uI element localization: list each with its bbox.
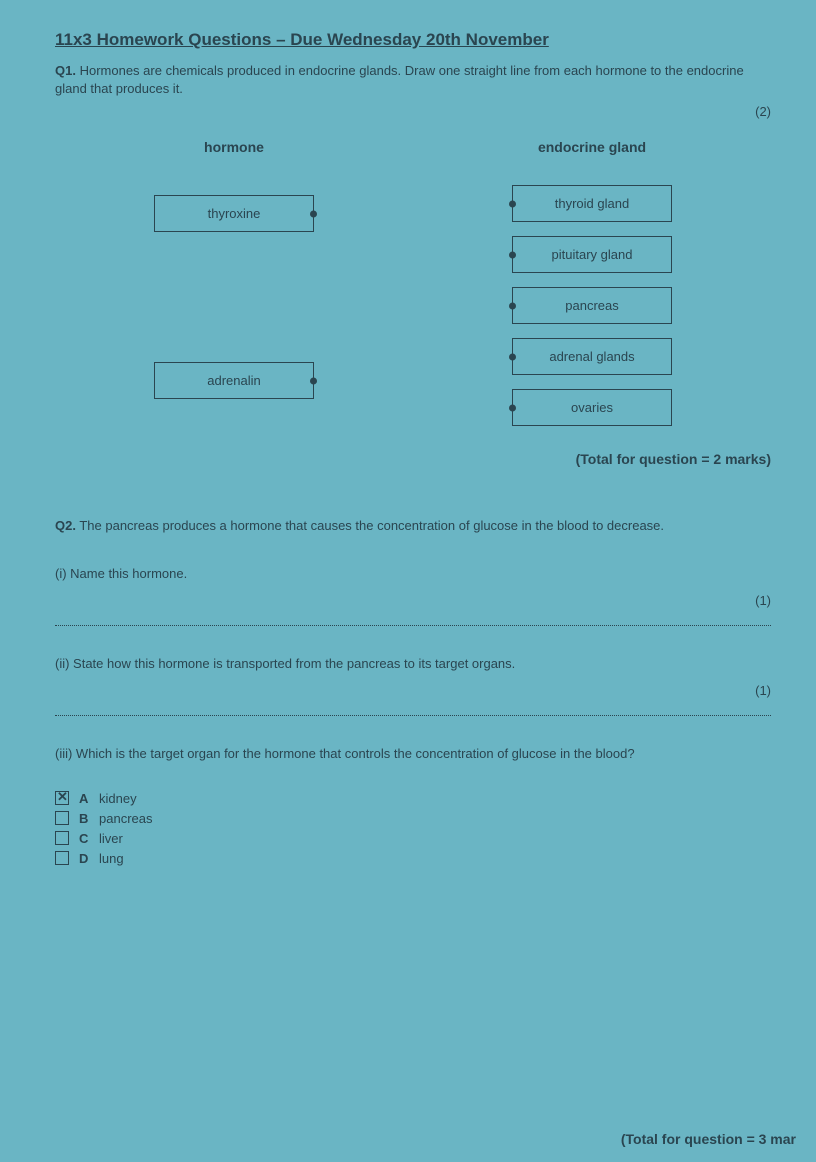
mc-option-d[interactable]: D lung	[55, 851, 771, 866]
connector-dot	[509, 251, 516, 258]
q2-prompt: Q2. The pancreas produces a hormone that…	[55, 517, 771, 535]
gland-box-thyroid[interactable]: thyroid gland	[512, 185, 672, 222]
gland-label: adrenal glands	[549, 349, 634, 364]
q2-ii-mark: (1)	[55, 683, 771, 698]
mc-options: A kidney B pancreas C liver D lung	[55, 791, 771, 866]
q1-total: (Total for question = 2 marks)	[55, 451, 771, 467]
worksheet-title: 11x3 Homework Questions – Due Wednesday …	[55, 30, 771, 50]
gland-column: endocrine gland thyroid gland pituitary …	[413, 139, 771, 426]
hormone-box-thyroxine[interactable]: thyroxine	[154, 195, 314, 232]
q2-part-ii: (ii) State how this hormone is transport…	[55, 656, 771, 671]
gland-box-pancreas[interactable]: pancreas	[512, 287, 672, 324]
q2-total: (Total for question = 3 mar	[621, 1131, 796, 1147]
gland-label: thyroid gland	[555, 196, 629, 211]
q2-i-mark: (1)	[55, 593, 771, 608]
q1-prompt: Q1. Hormones are chemicals produced in e…	[55, 62, 771, 98]
mc-letter: C	[79, 831, 99, 846]
checkbox-icon[interactable]	[55, 811, 69, 825]
hormone-header: hormone	[204, 139, 264, 155]
gland-box-pituitary[interactable]: pituitary gland	[512, 236, 672, 273]
q1-marks: (2)	[55, 104, 771, 119]
gland-box-adrenal[interactable]: adrenal glands	[512, 338, 672, 375]
mc-option-b[interactable]: B pancreas	[55, 811, 771, 826]
q1-label: Q1.	[55, 63, 76, 78]
mc-text: kidney	[99, 791, 137, 806]
connector-dot	[509, 302, 516, 309]
hormone-box-adrenalin[interactable]: adrenalin	[154, 362, 314, 399]
gland-label: pituitary gland	[552, 247, 633, 262]
matching-diagram: hormone thyroxine adrenalin endocrine gl…	[55, 139, 771, 426]
mc-letter: B	[79, 811, 99, 826]
q2-part-iii: (iii) Which is the target organ for the …	[55, 746, 771, 761]
q2-text: The pancreas produces a hormone that cau…	[79, 518, 664, 533]
q2-block: Q2. The pancreas produces a hormone that…	[55, 517, 771, 865]
connector-dot	[509, 200, 516, 207]
mc-option-c[interactable]: C liver	[55, 831, 771, 846]
checkbox-icon[interactable]	[55, 851, 69, 865]
q2-part-i: (i) Name this hormone.	[55, 566, 771, 581]
answer-line[interactable]	[55, 608, 771, 626]
q2-label: Q2.	[55, 518, 76, 533]
hormone-column: hormone thyroxine adrenalin	[55, 139, 413, 426]
connector-dot	[310, 377, 317, 384]
mc-letter: A	[79, 791, 99, 806]
gland-box-ovaries[interactable]: ovaries	[512, 389, 672, 426]
gland-header: endocrine gland	[538, 139, 646, 155]
mc-letter: D	[79, 851, 99, 866]
connector-dot	[509, 404, 516, 411]
checkbox-icon[interactable]	[55, 831, 69, 845]
mc-text: pancreas	[99, 811, 152, 826]
q1-text: Hormones are chemicals produced in endoc…	[55, 63, 744, 96]
gland-label: ovaries	[571, 400, 613, 415]
answer-line[interactable]	[55, 698, 771, 716]
hormone-label: thyroxine	[208, 206, 261, 221]
hormone-label: adrenalin	[207, 373, 261, 388]
checkbox-icon[interactable]	[55, 791, 69, 805]
mc-option-a[interactable]: A kidney	[55, 791, 771, 806]
connector-dot	[310, 210, 317, 217]
mc-text: liver	[99, 831, 123, 846]
connector-dot	[509, 353, 516, 360]
mc-text: lung	[99, 851, 124, 866]
gland-label: pancreas	[565, 298, 618, 313]
